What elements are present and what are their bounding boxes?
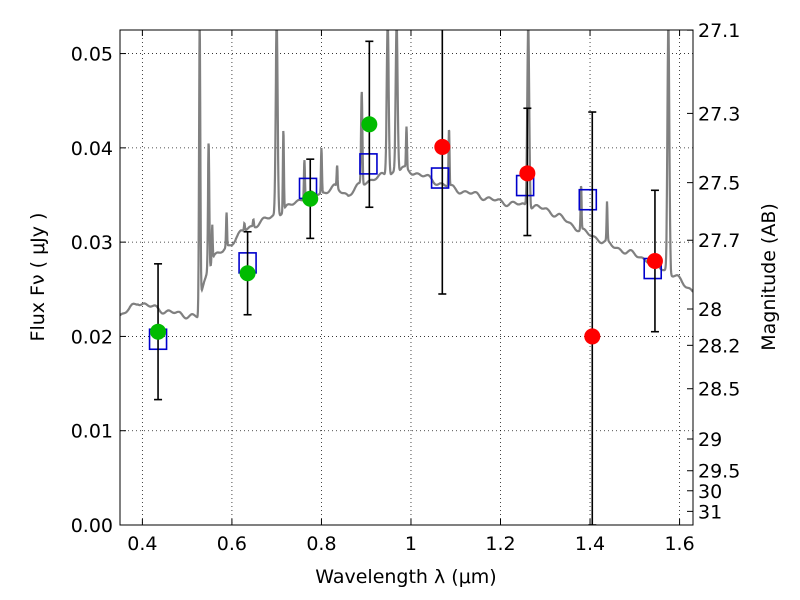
x-tick-label: 1.2 — [485, 533, 515, 555]
y2-tick-label: 28 — [698, 299, 722, 321]
y2-tick-label: 27.5 — [698, 173, 740, 195]
y2-tick-label: 29 — [698, 429, 722, 451]
observed-flux-point — [584, 328, 601, 345]
observed-flux-point — [646, 253, 663, 269]
x-tick-label: 0.6 — [217, 533, 247, 555]
plot-background — [120, 30, 693, 525]
y-tick-label: 0.05 — [71, 44, 113, 66]
model-photometry-square — [359, 153, 378, 175]
model-photometry-square — [430, 167, 450, 189]
observed-flux-point — [519, 165, 536, 182]
observed-flux-point — [434, 138, 451, 155]
x-axis-title: Wavelength λ (μm) — [315, 566, 496, 588]
x-tick-label: 1.4 — [575, 533, 605, 555]
y2-tick-label: 27.1 — [698, 20, 740, 42]
y-tick-label: 0.03 — [71, 232, 113, 254]
model-photometry-square — [578, 188, 598, 211]
y2-tick-label: 27.7 — [698, 230, 740, 252]
observed-flux-point — [361, 116, 378, 133]
y-tick-label: 0.04 — [71, 138, 113, 160]
y-axis-title: Flux Fν ( μJy ) — [27, 213, 49, 342]
observed-flux-point — [239, 265, 256, 282]
x-tick-label: 1 — [405, 533, 417, 555]
observed-flux-point — [302, 190, 319, 207]
data-points-layer — [148, 30, 663, 525]
axis-ticks: 0.4 0.6 0.8 1 1.2 1.4 1.6 0.00 0.01 0.02 0.03 0.04 0… — [71, 20, 741, 555]
y2-tick-label: 30 — [698, 481, 722, 503]
y2-tick-label: 27.3 — [698, 103, 740, 125]
x-tick-label: 0.4 — [127, 533, 157, 555]
x-tick-label: 0.8 — [306, 533, 336, 555]
plot-frame — [119, 29, 694, 526]
y-tick-label: 0.02 — [71, 326, 113, 348]
x-tick-label: 1.6 — [664, 533, 694, 555]
y2-tick-label: 28.2 — [698, 335, 740, 357]
model-spectrum-layer — [120, 30, 693, 320]
grid-lines — [120, 30, 693, 526]
y-tick-label: 0.00 — [71, 515, 113, 537]
model-spectrum-line — [120, 30, 693, 320]
y2-tick-label: 31 — [698, 501, 722, 523]
y2-axis-title: Magnitude (AB) — [758, 203, 780, 351]
y2-tick-label: 28.5 — [698, 379, 740, 401]
y2-tick-label: 29.5 — [698, 461, 740, 483]
y-tick-label: 0.01 — [71, 421, 113, 443]
observed-flux-point — [150, 323, 167, 340]
